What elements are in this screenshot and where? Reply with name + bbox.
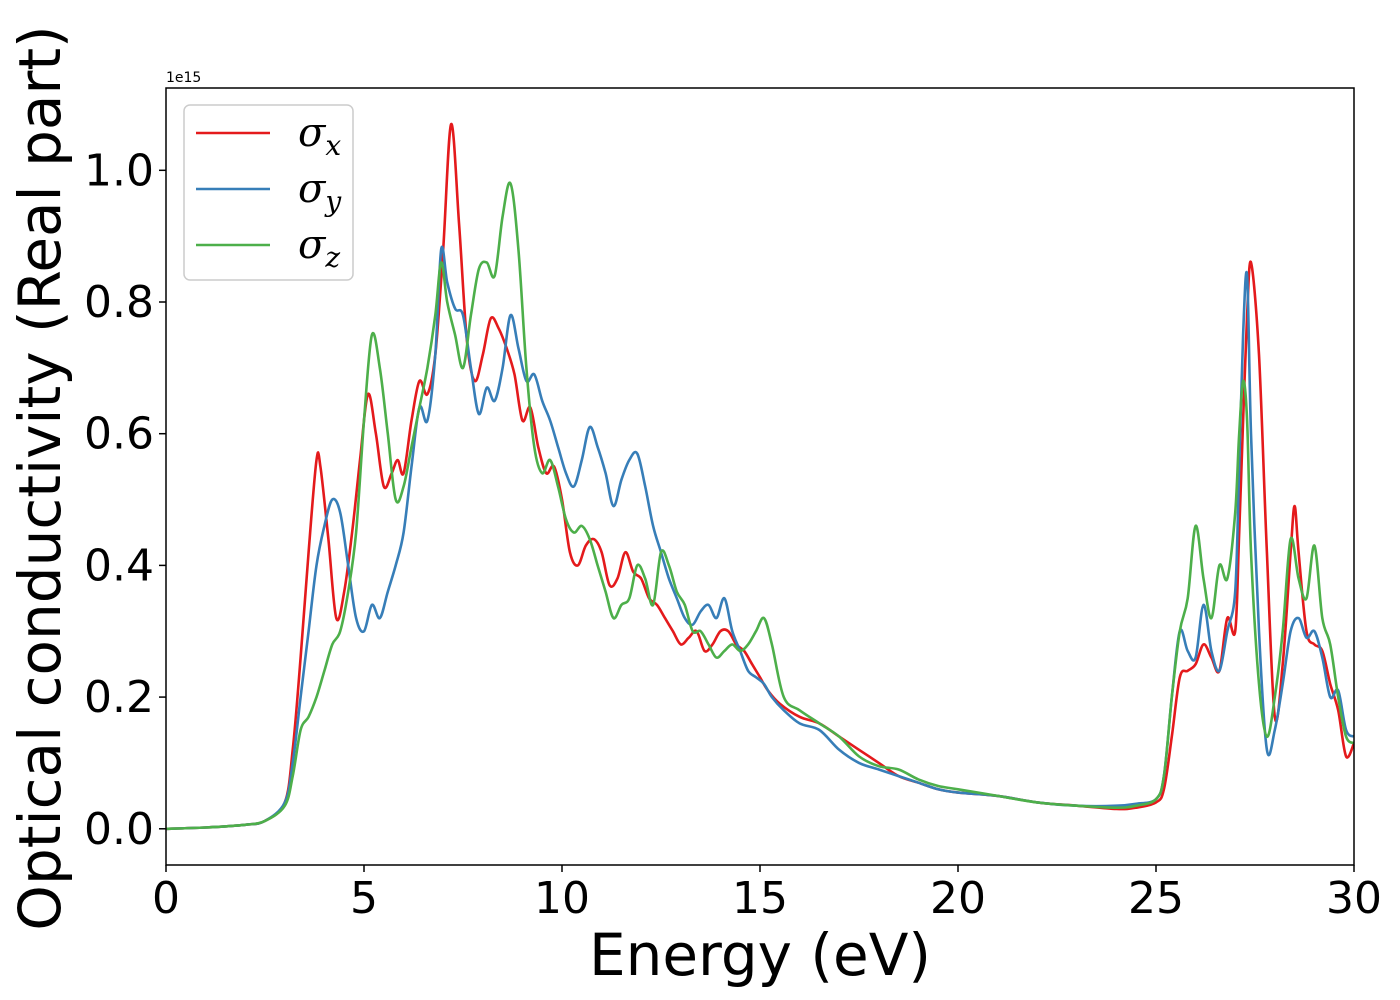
series-layer	[166, 122, 1354, 831]
x-tick-label: 10	[534, 873, 590, 924]
y-offset-text: 1e15	[166, 70, 201, 86]
y-axis-ticks: 0.0 0.2 0.4 0.6 0.8 1.0	[84, 145, 166, 855]
y-tick-label: 1.0	[84, 145, 154, 196]
x-tick-label: 0	[152, 873, 180, 924]
legend-entry-sigma-x: σx	[196, 110, 341, 162]
legend-label: σz	[298, 222, 340, 274]
x-axis-label: Energy (eV)	[589, 921, 931, 989]
series-line-sigma-y	[166, 245, 1354, 831]
x-tick-label: 30	[1326, 873, 1382, 924]
x-axis-ticks: 0 5 10 15 20 25 30	[152, 865, 1382, 924]
y-tick-label: 0.4	[84, 540, 154, 591]
y-tick-label: 0.0	[84, 804, 154, 855]
legend-box	[183, 104, 354, 281]
x-tick-label: 25	[1128, 873, 1184, 924]
y-axis-label: Optical conductivity (Real part)	[6, 25, 74, 930]
legend-entry-sigma-y: σy	[196, 166, 342, 218]
y-tick-label: 0.6	[84, 409, 154, 460]
legend-label: σx	[298, 110, 341, 162]
series-line-sigma-z	[166, 181, 1354, 831]
y-tick-label: 0.2	[84, 672, 154, 723]
x-tick-label: 20	[930, 873, 986, 924]
y-tick-label: 0.8	[84, 277, 154, 328]
legend-label: σy	[298, 166, 342, 218]
legend-entry-sigma-z: σz	[196, 222, 340, 274]
x-tick-label: 5	[350, 873, 378, 924]
x-tick-label: 15	[732, 873, 788, 924]
